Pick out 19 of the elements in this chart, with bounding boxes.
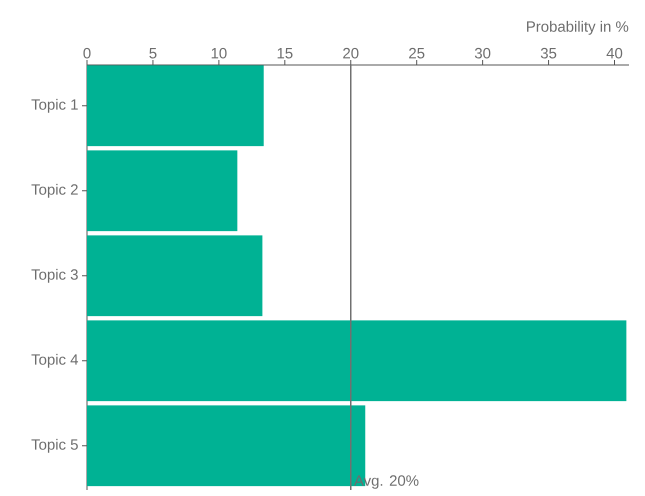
y-tick-label: Topic 5: [31, 438, 78, 453]
x-tick-label: 35: [540, 48, 556, 58]
x-tick-label: 0: [83, 48, 91, 58]
y-tick-label: Topic 1: [31, 98, 78, 113]
y-tick-label: Topic 3: [31, 268, 78, 283]
x-tick-label: 20: [343, 48, 358, 58]
bar: [87, 235, 262, 316]
x-tick-label: 15: [278, 48, 292, 58]
y-tick-label: Topic 2: [31, 184, 78, 198]
bar: [87, 65, 264, 146]
bar: [87, 320, 626, 402]
x-tick-label: 10: [212, 48, 227, 58]
bar: [87, 150, 238, 232]
x-axis-title: Probability in %: [527, 20, 628, 35]
x-tick-label: 5: [149, 48, 156, 58]
y-tick-label: Topic 4: [31, 354, 78, 368]
x-tick-label: 25: [409, 48, 424, 58]
x-tick-label: 30: [474, 48, 490, 58]
x-tick-label: 40: [606, 48, 622, 58]
